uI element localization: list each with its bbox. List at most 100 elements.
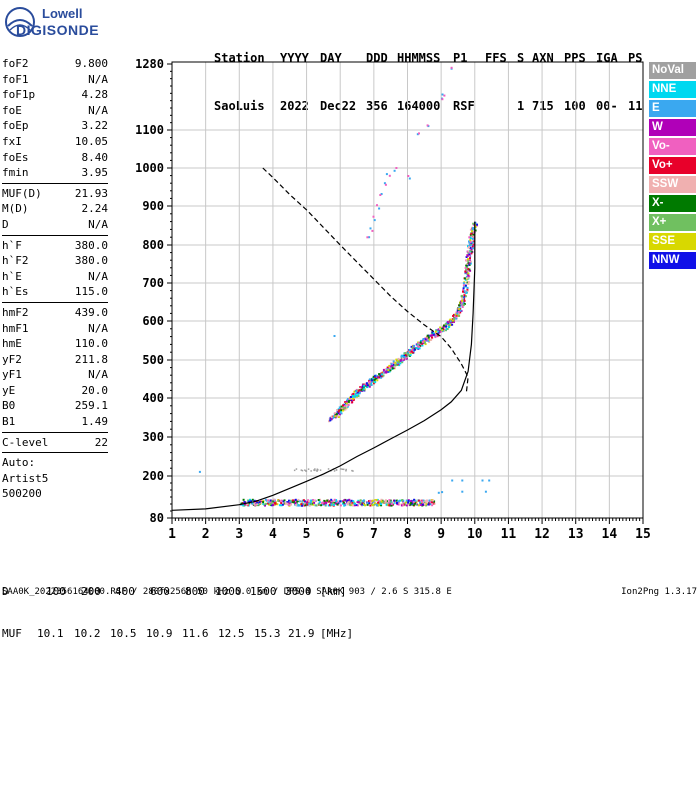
echo-point — [401, 354, 404, 357]
echo-point — [463, 290, 466, 293]
echo-point — [370, 501, 373, 504]
echo-point — [352, 397, 355, 400]
echo-point — [333, 498, 336, 501]
echo-point — [413, 498, 416, 501]
echo-point — [386, 366, 389, 369]
muf-distance-unit: [km] — [320, 585, 347, 598]
echo-point — [390, 504, 393, 507]
echo-point — [461, 479, 464, 482]
echo-point — [471, 246, 474, 249]
echo-point — [431, 332, 434, 335]
echo-point — [396, 362, 399, 365]
echo-point — [354, 394, 357, 397]
echo-point — [467, 258, 469, 261]
param-value: 4.28 — [81, 88, 109, 102]
echo-point — [342, 406, 345, 409]
param-row: C-level 22 — [2, 435, 108, 451]
echo-point — [376, 204, 378, 207]
muf-table: D 100 200 400 600 800 1000 1500 3000 [km… — [2, 557, 353, 655]
echo-point — [416, 133, 419, 136]
echo-point — [470, 250, 473, 253]
echo-point — [352, 504, 354, 507]
echo-point — [362, 499, 365, 502]
echo-point — [292, 499, 294, 502]
echo-point — [472, 240, 475, 243]
param-row: foF1p 4.28 — [2, 87, 108, 103]
echo-point — [466, 277, 469, 280]
echo-point — [423, 340, 426, 343]
echo-point — [395, 499, 398, 502]
echo-point — [314, 469, 316, 472]
echo-point — [428, 503, 431, 506]
echo-point — [251, 498, 254, 501]
echo-point — [405, 357, 408, 360]
echo-point — [283, 499, 286, 502]
echo-point — [380, 504, 383, 507]
echo-point — [305, 470, 307, 472]
echo-point — [291, 500, 294, 503]
legend-item-nnw: NNW — [649, 252, 696, 269]
echo-point — [425, 338, 428, 341]
param-name: M(D) — [2, 202, 29, 216]
echo-point — [427, 336, 430, 339]
echo-point — [467, 262, 470, 265]
echo-point — [382, 368, 385, 371]
echo-point — [317, 469, 319, 471]
echo-point — [269, 502, 272, 505]
echo-point — [362, 504, 365, 506]
echo-point — [395, 358, 398, 361]
echo-point — [404, 357, 407, 359]
echo-point — [426, 124, 429, 127]
echo-point — [295, 468, 298, 470]
y-tick-label: 600 — [142, 314, 164, 328]
echo-point — [407, 502, 409, 505]
echo-point — [290, 503, 292, 506]
echo-point — [398, 361, 401, 363]
x-axis-ticks: 1 2 3 4 5 6 7 8 9 10 11 12 13 14 15 — [168, 518, 651, 542]
echo-point — [394, 363, 397, 366]
param-name: hmF2 — [2, 305, 29, 319]
echo-point — [464, 278, 467, 281]
muf-distance-3000: 3000 — [285, 585, 312, 598]
echo-point — [391, 366, 394, 368]
echo-point — [472, 233, 475, 236]
echo-point — [294, 502, 297, 505]
echo-point — [462, 284, 465, 287]
param-value: 8.40 — [81, 150, 109, 164]
muf-values-label: MUF — [2, 627, 22, 640]
echo-point — [370, 384, 373, 386]
echo-point — [384, 371, 387, 374]
echo-point — [401, 357, 404, 360]
echo-point — [351, 394, 354, 397]
param-row: yF2 211.8 — [2, 352, 108, 368]
echo-point — [344, 504, 347, 507]
echo-point — [457, 310, 460, 313]
muf-values-row: MUF 10.1 10.2 10.5 10.9 11.6 12.5 15.3 2… — [2, 627, 353, 641]
echo-point — [358, 389, 361, 392]
echo-point — [387, 370, 390, 373]
echo-point — [348, 498, 351, 501]
echo-point — [356, 504, 359, 507]
muf-distance-200: 200 — [81, 585, 101, 598]
echo-point — [301, 469, 304, 472]
muf-value-200: 10.2 — [74, 627, 101, 640]
echo-point — [344, 404, 347, 407]
echo-point — [445, 329, 447, 332]
echo-point — [382, 374, 385, 377]
echo-point — [410, 350, 413, 353]
param-value: 439.0 — [74, 305, 108, 319]
echo-point — [361, 502, 364, 505]
echo-point — [464, 267, 467, 269]
echo-point — [399, 362, 402, 365]
echo-point — [309, 501, 312, 504]
echo-point — [427, 503, 430, 506]
echo-point — [372, 375, 375, 378]
echo-point — [302, 499, 305, 502]
echo-point — [469, 228, 472, 231]
polarization-legend: NoVal NNE E W Vo- Vo+ SSW X- X+ SSE NNW — [649, 62, 696, 271]
echo-point — [360, 503, 363, 506]
x-tick-label: 11 — [501, 527, 517, 542]
echo-point — [406, 353, 409, 355]
echo-point — [458, 312, 461, 315]
echo-point — [423, 499, 426, 502]
